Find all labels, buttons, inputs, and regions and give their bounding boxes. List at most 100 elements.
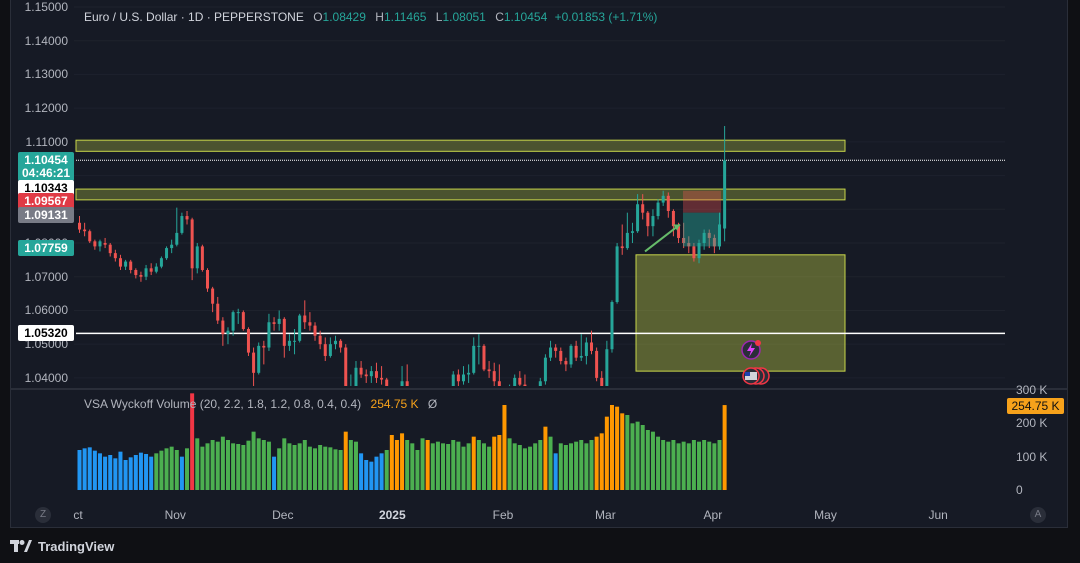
candle-body <box>374 371 378 378</box>
lightning-icon <box>747 343 755 357</box>
volume-axis-label: 300 K <box>1016 383 1048 397</box>
volume-bar <box>272 456 277 490</box>
volume-bar <box>348 440 353 490</box>
candle-body <box>139 275 143 277</box>
flag-icon <box>745 372 757 380</box>
volume-bar <box>359 453 364 490</box>
volume-bar <box>650 431 655 490</box>
volume-bar <box>691 440 696 490</box>
volume-indicator-title: VSA Wyckoff Volume (20, 2.2, 1.8, 1.2, 0… <box>84 397 362 411</box>
candle-body <box>651 216 655 227</box>
high-value: 1.11465 <box>383 10 427 24</box>
candle-body <box>241 312 245 329</box>
candle-body <box>334 340 337 345</box>
volume-bar <box>630 423 635 490</box>
volume-bar <box>369 461 374 490</box>
price-axis-label: 1.06000 <box>24 303 68 318</box>
candle-body <box>200 246 204 270</box>
open-label: O <box>313 10 323 24</box>
tradingview-logo[interactable]: TradingView <box>10 537 114 555</box>
volume-bar <box>292 445 297 490</box>
volume-bar <box>502 405 507 490</box>
candle-body <box>328 344 332 356</box>
candle-body <box>697 243 701 259</box>
candle-body <box>267 322 271 348</box>
volume-bar <box>420 438 425 490</box>
candle-body <box>712 237 716 247</box>
volume-bar <box>318 445 323 490</box>
volume-bar <box>553 453 558 490</box>
candle-body <box>149 268 153 272</box>
candle-body <box>282 318 286 346</box>
volume-bar <box>297 443 302 490</box>
auto-scale-button[interactable]: A <box>1030 507 1046 523</box>
zoom-button[interactable]: Z <box>35 507 51 523</box>
volume-bar <box>681 441 686 490</box>
candle-body <box>103 243 107 245</box>
chart-header: Euro / U.S. Dollar · 1D · PEPPERSTONE O 1… <box>84 10 657 24</box>
volume-bar <box>77 450 82 490</box>
candle-body <box>236 312 240 314</box>
grid <box>10 6 1068 390</box>
price-axis-label: 1.14000 <box>24 33 68 48</box>
volume-indicator-legend[interactable]: VSA Wyckoff Volume (20, 2.2, 1.8, 1.2, 0… <box>84 397 437 411</box>
candle-body <box>462 374 465 382</box>
time-axis-label: May <box>814 508 837 522</box>
candle-body <box>293 340 297 342</box>
candle-body <box>272 322 276 324</box>
candle-body <box>108 244 112 254</box>
volume-bar <box>579 440 584 490</box>
volume-bar <box>430 443 435 490</box>
candles <box>78 126 727 386</box>
volume-axis-label: 200 K <box>1016 416 1048 431</box>
candle-body <box>682 237 686 244</box>
volume-bar <box>415 450 420 490</box>
price-axis-label: 1.12000 <box>24 101 68 116</box>
candle-body <box>630 231 634 233</box>
volume-bar <box>533 443 538 490</box>
volume-bar <box>722 405 727 490</box>
volume-bar <box>717 440 722 490</box>
volume-bar <box>425 440 430 490</box>
symbol-title[interactable]: Euro / U.S. Dollar · 1D · PEPPERSTONE <box>84 10 304 24</box>
candle-body <box>380 377 384 380</box>
volume-bar <box>512 443 517 490</box>
candle-body <box>246 328 250 353</box>
candle-body <box>359 367 363 375</box>
candle-body <box>584 342 588 356</box>
price-zone <box>75 139 846 152</box>
price-tag: 1.09131 <box>18 207 74 224</box>
volume-bar <box>313 448 318 490</box>
candle-body <box>538 381 542 386</box>
volume-bar <box>261 440 266 490</box>
candle-body <box>595 350 599 378</box>
volume-bar <box>108 455 113 490</box>
volume-bar <box>645 430 650 490</box>
price-zone <box>75 188 846 201</box>
volume-bar <box>92 450 97 490</box>
volume-bar <box>169 446 174 490</box>
price-tag: 1.10454 <box>18 152 74 169</box>
candle-body <box>472 345 476 373</box>
volume-bar <box>702 440 707 490</box>
candle-body <box>564 361 568 365</box>
candle-body <box>625 232 629 249</box>
candle-body <box>262 345 266 348</box>
volume-bar <box>507 438 512 490</box>
candle-body <box>702 232 706 244</box>
volume-bar <box>487 446 492 490</box>
volume-bar <box>210 440 215 490</box>
volume-bar <box>435 441 440 490</box>
candle-body <box>451 374 455 386</box>
price-axis-label: 1.13000 <box>24 67 68 82</box>
volume-indicator-extra: Ø <box>427 397 438 411</box>
candle-body <box>252 352 256 373</box>
candle-body <box>636 204 640 232</box>
volume-bar <box>200 446 205 490</box>
candle-body <box>318 335 322 345</box>
volume-last-tag: 254.75 K <box>1007 398 1064 414</box>
price-zone <box>635 254 846 372</box>
low-value: 1.08051 <box>442 10 486 24</box>
volume-bar <box>594 436 599 490</box>
